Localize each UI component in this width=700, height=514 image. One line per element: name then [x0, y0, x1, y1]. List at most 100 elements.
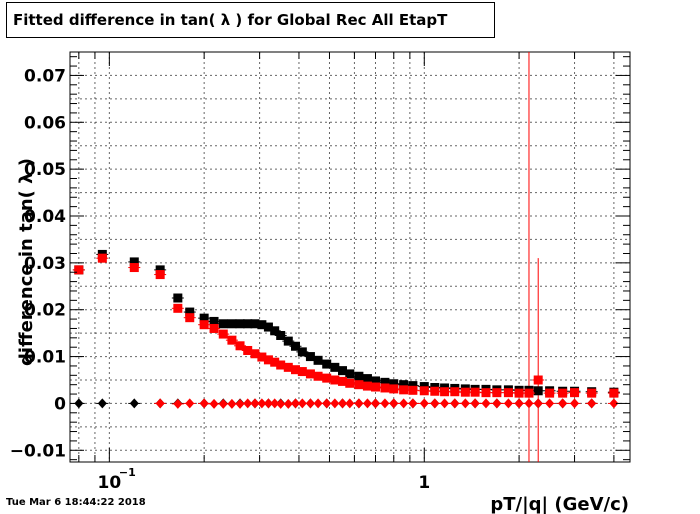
data-point-square — [185, 313, 195, 323]
data-point-diamond — [408, 398, 418, 409]
data-point-square — [430, 386, 440, 396]
tick-labels: −0.01 0 0.01 0.02 0.03 0.04 0.05 0.06 0.07 10−1 1 — [10, 66, 430, 493]
data-point-square — [257, 320, 267, 330]
data-point-square — [514, 388, 524, 398]
data-point-diamond — [524, 398, 534, 409]
data-markers — [72, 249, 620, 409]
y-tick-label: 0.03 — [24, 254, 66, 274]
data-point-square — [370, 382, 380, 392]
data-point-diamond — [460, 398, 470, 409]
data-point-square — [481, 388, 491, 398]
data-point-square — [276, 360, 286, 370]
data-point-square — [533, 375, 543, 385]
data-point-diamond — [609, 398, 619, 409]
data-point-square — [173, 303, 183, 313]
plot-border — [69, 51, 631, 463]
data-point-diamond — [470, 398, 480, 409]
data-point-square — [276, 330, 286, 340]
data-point-square — [440, 387, 450, 397]
data-point-square — [297, 347, 307, 357]
x-tick-label: 1 — [418, 473, 430, 493]
data-point-square — [209, 316, 219, 326]
data-point-diamond — [450, 398, 460, 409]
y-tick-label: 0.07 — [24, 66, 66, 86]
y-tick-label: 0.02 — [24, 301, 66, 321]
data-point-square — [362, 381, 372, 391]
data-point-square — [450, 387, 460, 397]
data-point-diamond — [362, 398, 372, 409]
y-tick-label: −0.01 — [10, 441, 66, 461]
data-point-square — [270, 357, 280, 367]
data-point-diamond — [283, 398, 293, 409]
data-point-square — [570, 388, 580, 398]
data-point-square — [243, 319, 253, 329]
data-point-diamond — [290, 398, 300, 409]
data-point-square — [322, 359, 332, 369]
data-point-square — [97, 253, 107, 263]
data-point-square — [492, 388, 502, 398]
data-point-square — [155, 265, 165, 275]
data-point-square — [263, 322, 273, 332]
data-point-square — [218, 319, 228, 329]
data-point-diamond — [533, 398, 543, 409]
data-point-square — [338, 376, 348, 386]
data-point-square — [250, 319, 260, 329]
data-point-square — [290, 365, 300, 375]
data-point-square — [313, 355, 323, 365]
data-point-square — [399, 385, 409, 395]
data-point-square — [74, 265, 84, 275]
data-point-square — [283, 362, 293, 372]
data-point-square — [587, 388, 597, 398]
x-tick-exponent: −1 — [119, 466, 136, 479]
data-point-diamond — [218, 398, 228, 409]
y-axis-title: difference in tan( λ ) — [16, 158, 37, 366]
y-tick-label: 0.04 — [24, 207, 66, 227]
data-point-diamond — [243, 398, 253, 409]
data-point-square — [389, 379, 399, 389]
data-point-square — [338, 366, 348, 376]
y-tick-label: 0.06 — [24, 113, 66, 133]
data-point-diamond — [199, 398, 209, 409]
data-point-square — [173, 293, 183, 303]
y-tick-label: 0.05 — [24, 160, 66, 180]
data-point-square — [380, 377, 390, 387]
data-point-square — [199, 313, 209, 323]
data-point-square — [345, 369, 355, 379]
data-point-square — [227, 335, 237, 345]
data-point-diamond — [354, 398, 364, 409]
data-point-square — [460, 387, 470, 397]
data-point-diamond — [399, 398, 409, 409]
data-point-diamond — [481, 398, 491, 409]
data-point-square — [354, 371, 364, 381]
data-point-diamond — [503, 398, 513, 409]
data-point-square — [609, 388, 619, 398]
data-point-square — [185, 307, 195, 317]
data-point-square — [322, 373, 332, 383]
data-point-square — [283, 336, 293, 346]
data-point-square — [305, 352, 315, 362]
data-point-square — [545, 388, 555, 398]
data-point-square — [408, 385, 418, 395]
data-point-square — [399, 380, 409, 390]
data-point-diamond — [440, 398, 450, 409]
data-point-diamond — [173, 398, 183, 409]
data-point-square — [235, 319, 245, 329]
data-point-square — [297, 367, 307, 377]
timestamp: Tue Mar 6 18:44:22 2018 — [6, 497, 146, 508]
data-point-square — [558, 388, 568, 398]
x-axis-title: pT/|q| (GeV/c) — [490, 494, 629, 514]
data-point-square — [290, 341, 300, 351]
data-point-diamond — [227, 398, 237, 409]
data-point-diamond — [389, 398, 399, 409]
data-point-square — [235, 341, 245, 351]
y-tick-label: 0 — [54, 394, 66, 414]
data-point-diamond — [345, 398, 355, 409]
x-tick-label: 10 — [98, 473, 122, 493]
data-point-square — [470, 387, 480, 397]
data-point-square — [263, 355, 273, 365]
data-point-square — [370, 376, 380, 386]
data-point-square — [129, 257, 139, 267]
data-point-diamond — [492, 398, 502, 409]
data-point-square — [330, 375, 340, 385]
